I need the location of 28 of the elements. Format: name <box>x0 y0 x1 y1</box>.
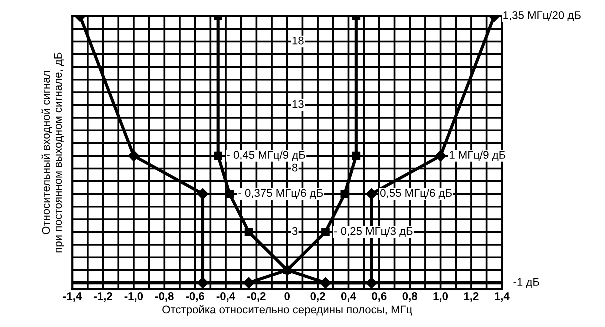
annotation: - 0,25 МГц/3 дБ <box>334 227 413 238</box>
x-tick-label: -0,6 <box>186 292 204 302</box>
x-tick-label: -0,2 <box>248 292 266 302</box>
x-tick-label: 0 <box>284 292 290 300</box>
annotation: 1,35 МГц/20 дБ <box>504 11 581 22</box>
x-tick-label: 1,2 <box>464 292 479 302</box>
x-tick-label: 0,6 <box>372 292 387 302</box>
annotation: 0,55 МГц/6 дБ <box>380 188 452 200</box>
annotation: - 0,375 МГц/6 дБ <box>238 188 324 200</box>
y-tick-label: 8 <box>292 164 298 172</box>
x-tick-label: 0,8 <box>402 292 418 302</box>
x-tick-label: 0,2 <box>310 292 326 302</box>
x-tick-label: -0,4 <box>216 292 236 302</box>
x-tick-label: 1,4 <box>495 292 510 302</box>
x-tick-label: -1,2 <box>94 292 112 302</box>
x-tick-label: -0,8 <box>156 292 174 302</box>
x-tick-label: -1,4 <box>63 292 82 302</box>
annotation: 1 МГц/9 дБ <box>450 150 506 162</box>
x-tick-label: -1,0 <box>124 292 144 302</box>
annotation: - 0,45 МГц/9 дБ <box>227 150 306 162</box>
y-tick-label: 3 <box>292 227 298 236</box>
x-tick-label: 1,0 <box>434 292 448 302</box>
ref-line-label: -1 дБ <box>514 278 540 288</box>
y-tick-label: 13 <box>292 100 304 108</box>
x-tick-label: 0,4 <box>341 292 356 302</box>
y-axis-title: Относительный входной сигнал при постоянном выходном сигнале, дБ <box>42 52 64 253</box>
y-tick-label: 18 <box>292 36 304 45</box>
x-axis-title: Отстройка относительно середины полосы, МГц <box>162 305 412 316</box>
